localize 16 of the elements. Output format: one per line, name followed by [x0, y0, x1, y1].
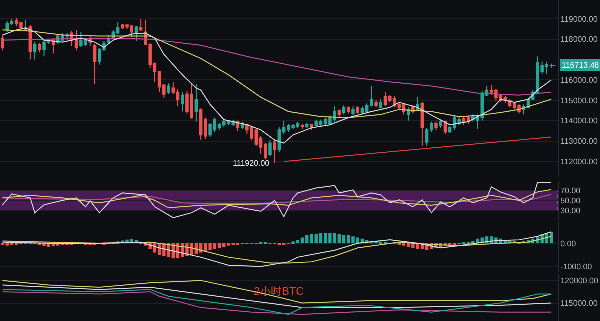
y-tick-label: 115000.00 [560, 96, 598, 106]
y-tick-label: 114000.00 [560, 116, 598, 126]
annotation: 111920.00 [233, 159, 270, 168]
y-tick-label: 115000.00 [560, 299, 598, 308]
y-tick-label: -1000.00 [560, 262, 593, 272]
y-tick-label: 120000.00 [560, 276, 599, 286]
y-tick-label: 70.00 [560, 186, 582, 196]
text: 116713.48 [562, 61, 600, 70]
y-tick-label: 112000.00 [560, 157, 598, 166]
y-tick-label: 119000.00 [560, 14, 598, 24]
y-tick-label: 118000.00 [560, 35, 598, 44]
y-tick-label: 50.00 [560, 196, 582, 206]
y-tick-label: 0.00 [560, 239, 577, 248]
y-tick-label: 30.00 [560, 206, 582, 216]
y-tick-label: 113000.00 [560, 137, 598, 146]
y-tick-label: 116000.00 [560, 76, 598, 85]
